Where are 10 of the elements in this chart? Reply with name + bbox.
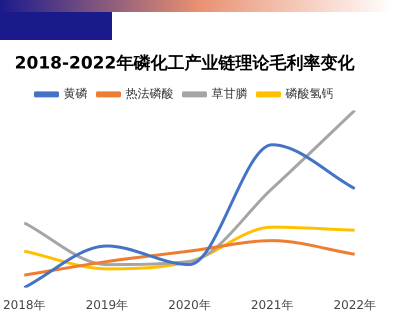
legend-label: 草甘膦	[212, 86, 248, 101]
legend-label: 黄磷	[64, 86, 88, 101]
legend-label: 磷酸氢钙	[284, 86, 334, 101]
x-tick-label: 2021年	[250, 298, 294, 312]
chart-title: 2018-2022年磷化工产业链理论毛利率变化	[14, 54, 356, 74]
x-tick-label: 2022年	[333, 298, 376, 312]
x-tick-label: 2020年	[168, 298, 211, 312]
x-tick-label: 2019年	[86, 298, 128, 312]
legend-label: 热法磷酸	[126, 86, 174, 101]
x-tick-label: 2018年	[2, 298, 46, 312]
